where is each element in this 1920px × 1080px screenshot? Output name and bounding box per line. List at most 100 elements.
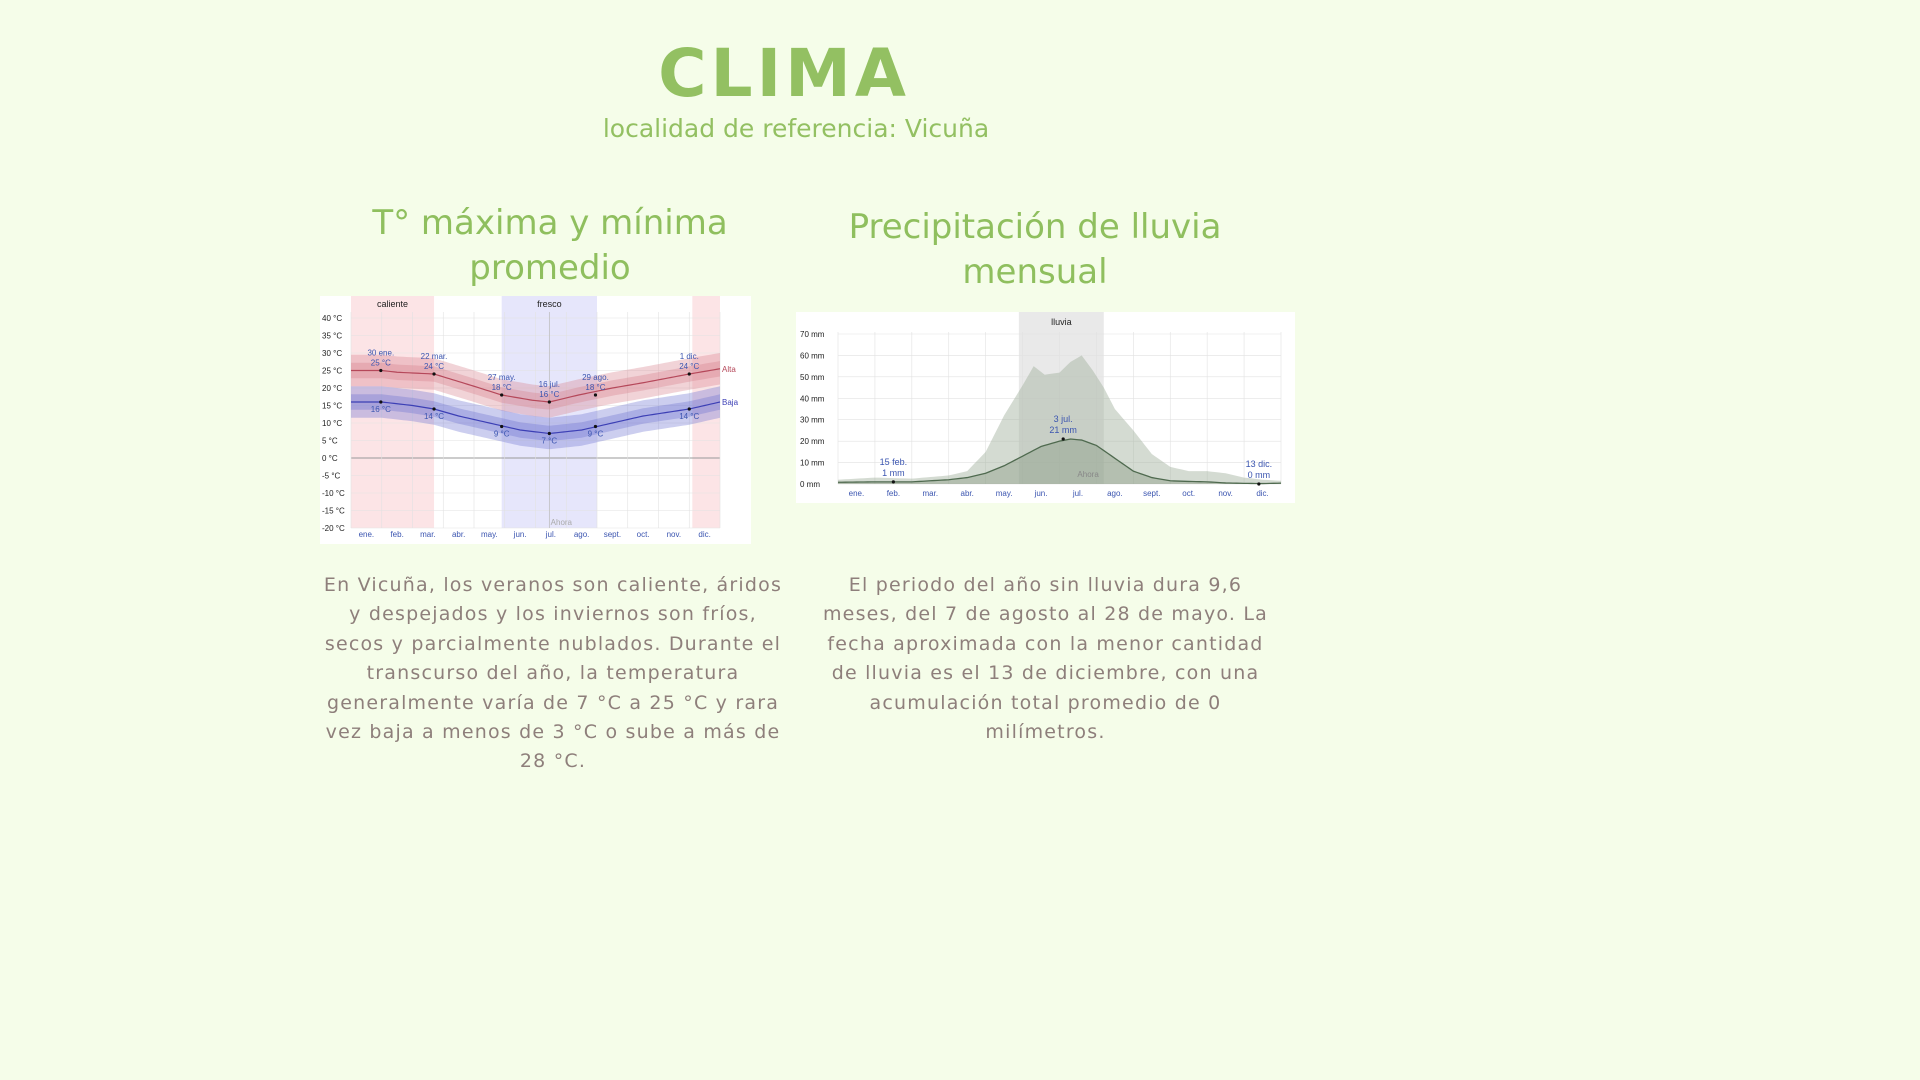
x-tick-label: dic. xyxy=(1256,489,1268,498)
x-tick-label: jun. xyxy=(513,530,527,539)
page-subtitle: localidad de referencia: Vicuña xyxy=(602,114,990,143)
annotation-dot xyxy=(547,400,551,404)
series-range-band-1-0 xyxy=(351,386,720,450)
temperature-chart: caliente fresco 40 °C 35 °C 30 °C 25 °C 20 °C 1… xyxy=(322,296,739,539)
annotation-value: 7 °C xyxy=(542,437,558,446)
x-tick-label: dic. xyxy=(698,530,710,539)
x-tick-label: nov. xyxy=(667,530,682,539)
x-tick-label: sept. xyxy=(604,530,621,539)
series-label: Alta xyxy=(722,365,736,374)
annotation-value: 24 °C xyxy=(679,362,699,371)
rain-chart-panel: lluvia 70 mm 60 mm 50 mm 40 mm 30 mm 20 mm 10 m… xyxy=(796,312,1295,503)
temperature-heading-line1: T° máxima y mínima xyxy=(372,203,728,243)
annotation-date: 1 dic. xyxy=(680,352,699,361)
y-tick-label: 40 °C xyxy=(322,314,342,323)
annotation-value: 16 °C xyxy=(539,390,559,399)
y-tick-label: -20 °C xyxy=(322,524,345,533)
series-line xyxy=(837,438,1282,485)
y-tick-label: -5 °C xyxy=(322,472,341,481)
annotation-dot xyxy=(593,393,598,397)
annotation-dot xyxy=(432,407,436,411)
series-label: Baja xyxy=(722,398,739,407)
y-tick-label: 30 mm xyxy=(800,416,825,425)
x-tick-label: jul. xyxy=(545,530,556,539)
page-title: CLIMA xyxy=(658,35,910,112)
y-tick-label: -15 °C xyxy=(322,507,345,516)
y-tick-label: 25 °C xyxy=(322,367,342,376)
y-tick-label: 50 mm xyxy=(800,373,825,382)
annotation-value: 14 °C xyxy=(679,412,699,421)
temperature-description: En Vicuña, los veranos son caliente, ári… xyxy=(323,574,783,773)
y-tick-label: 60 mm xyxy=(800,351,825,360)
annotation-date: 15 feb. xyxy=(880,457,908,467)
series-range-band-0-1 xyxy=(351,361,720,410)
x-tick-label: oct. xyxy=(1182,489,1195,498)
x-tick-label: ago. xyxy=(574,530,590,539)
annotation-value: 21 mm xyxy=(1049,425,1077,435)
annotation-value: 9 °C xyxy=(494,430,510,439)
annotation-dot xyxy=(891,480,895,484)
x-tick-label: jul. xyxy=(1072,489,1083,498)
annotation-date: 13 dic. xyxy=(1246,459,1273,469)
season-band-label: fresco xyxy=(537,299,562,309)
annotation-date: 30 ene. xyxy=(367,349,394,358)
series-area xyxy=(838,439,1281,484)
y-tick-label: 10 °C xyxy=(322,419,342,428)
annotation-value: 16 °C xyxy=(371,405,391,414)
y-tick-label: 20 °C xyxy=(322,384,342,393)
season-band-0 xyxy=(351,296,435,528)
y-tick-label: 70 mm xyxy=(800,330,825,339)
x-tick-label: feb. xyxy=(887,489,900,498)
now-label: Ahora xyxy=(1077,470,1099,479)
series-range-band-0-0 xyxy=(351,353,720,418)
annotation-dot xyxy=(432,372,436,376)
x-tick-label: may. xyxy=(996,489,1013,498)
rain-chart: lluvia 70 mm 60 mm 50 mm 40 mm 30 mm 20 mm 10 m… xyxy=(800,312,1282,498)
y-tick-label: 30 °C xyxy=(322,349,342,358)
temperature-chart-panel: caliente fresco 40 °C 35 °C 30 °C 25 °C 20 °C 1… xyxy=(320,296,751,544)
annotation-value: 25 °C xyxy=(371,359,391,368)
annotation-dot xyxy=(500,424,504,429)
now-label: Ahora xyxy=(551,518,573,527)
temperature-heading-line2: promedio xyxy=(469,248,631,288)
y-tick-label: 0 °C xyxy=(322,454,338,463)
annotation-date: 27 may. xyxy=(488,373,516,382)
y-tick-label: 15 °C xyxy=(322,402,342,411)
season-band-label: caliente xyxy=(377,299,408,309)
y-tick-label: 0 mm xyxy=(800,480,820,489)
x-tick-label: ene. xyxy=(849,489,865,498)
rain-description: El periodo del año sin lluvia dura 9,6 m… xyxy=(822,574,1269,744)
x-tick-label: oct. xyxy=(637,530,650,539)
season-band-2 xyxy=(692,296,720,528)
y-tick-label: 5 °C xyxy=(322,437,338,446)
annotation-dot xyxy=(379,400,383,404)
annotation-dot xyxy=(593,424,598,429)
x-tick-label: jun. xyxy=(1034,489,1048,498)
y-tick-label: 10 mm xyxy=(800,459,825,468)
annotation-date: 29 ago. xyxy=(582,373,609,382)
rain-heading-line1: Precipitación de lluvia xyxy=(848,207,1222,247)
x-tick-label: feb. xyxy=(390,530,403,539)
annotation-value: 0 mm xyxy=(1248,470,1271,480)
y-tick-label: 35 °C xyxy=(322,332,342,341)
annotation-value: 1 mm xyxy=(882,468,905,478)
annotation-value: 24 °C xyxy=(424,362,444,371)
x-tick-label: ene. xyxy=(359,530,375,539)
annotation-dot xyxy=(687,407,691,411)
annotation-dot xyxy=(1061,437,1065,441)
series-range-band-1-1 xyxy=(351,394,720,442)
annotation-date: 22 mar. xyxy=(421,352,448,361)
x-tick-label: abr. xyxy=(961,489,974,498)
annotation-dot xyxy=(500,393,504,397)
x-tick-label: ago. xyxy=(1107,489,1123,498)
annotation-dot xyxy=(547,431,551,436)
rain-heading-line2: mensual xyxy=(962,252,1108,292)
x-tick-label: sept. xyxy=(1143,489,1160,498)
annotation-value: 14 °C xyxy=(424,412,444,421)
annotation-dot xyxy=(1257,482,1261,486)
x-tick-label: mar. xyxy=(923,489,939,498)
annotation-value: 18 °C xyxy=(585,383,605,392)
rain-heading: Precipitación de lluvia mensual xyxy=(800,205,1270,295)
annotation-dot xyxy=(687,372,691,376)
x-tick-label: mar. xyxy=(420,530,436,539)
